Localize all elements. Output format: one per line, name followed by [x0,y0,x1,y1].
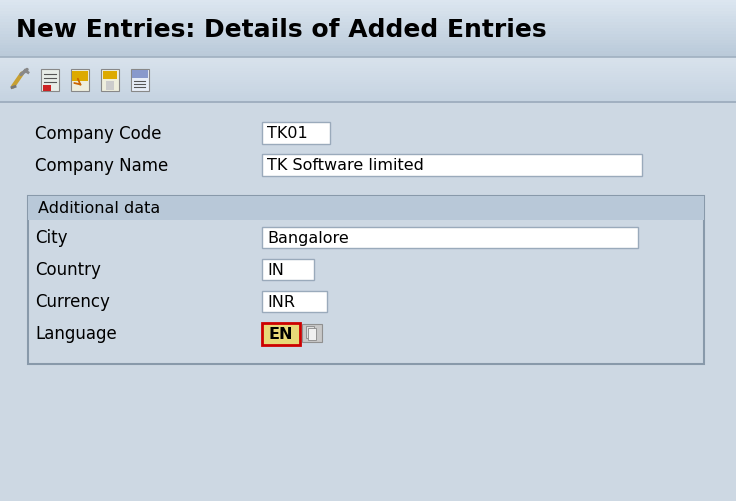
Bar [0,15,736,18]
Bar [131,69,149,91]
Bar [0,18,736,21]
Bar [262,123,330,145]
Bar [0,101,736,103]
Bar [262,323,300,345]
Text: Additional data: Additional data [38,201,160,216]
Bar [0,69,736,72]
Text: Company Code: Company Code [35,125,161,143]
Text: Language: Language [35,325,117,343]
Bar [262,260,314,281]
Bar [106,81,114,90]
Bar [262,155,642,177]
Bar [0,20,736,24]
Text: IN: IN [267,263,284,278]
Text: City: City [35,229,68,247]
Bar [0,58,736,61]
Bar [43,85,51,91]
Bar [0,76,736,79]
Bar [0,60,736,63]
Text: Company Name: Company Name [35,157,169,175]
Bar [72,71,88,81]
Bar [0,55,736,59]
Bar [262,292,327,313]
Bar [0,96,736,99]
Bar [0,83,736,85]
Text: INR: INR [267,295,295,310]
Bar [0,12,736,15]
Bar [0,63,736,65]
Bar [71,69,89,91]
Bar [0,32,736,35]
Text: Bangalore: Bangalore [267,230,349,245]
Bar [0,26,736,30]
Bar [0,92,736,94]
Bar [0,65,736,67]
Bar [0,0,736,4]
Bar [0,74,736,76]
Bar [101,69,119,91]
Bar [132,70,148,78]
Text: TK Software limited: TK Software limited [267,158,424,173]
Bar [41,69,59,91]
Bar [306,326,314,338]
Bar [0,94,736,97]
Bar [103,71,117,79]
Text: Country: Country [35,261,101,279]
Bar [28,196,704,220]
Bar [0,98,736,101]
Bar [0,6,736,9]
Text: EN: EN [269,327,293,342]
Bar [0,44,736,47]
Bar [0,78,736,81]
Text: New Entries: Details of Added Entries: New Entries: Details of Added Entries [16,18,547,42]
Bar [0,46,736,50]
Bar [0,23,736,27]
Bar [0,71,736,74]
Bar [0,35,736,38]
Bar [0,67,736,70]
Bar [0,52,736,56]
Bar [0,85,736,88]
Bar [0,87,736,90]
Bar [0,9,736,12]
Bar [28,196,704,364]
Bar [0,3,736,7]
Bar [0,80,736,83]
Bar [0,49,736,53]
Bar [0,29,736,33]
Bar [0,41,736,44]
Text: TK01: TK01 [267,126,308,141]
Text: Currency: Currency [35,293,110,311]
Bar [262,227,638,248]
Bar [308,328,316,340]
Bar [0,38,736,41]
Bar [302,324,322,342]
Bar [0,89,736,92]
